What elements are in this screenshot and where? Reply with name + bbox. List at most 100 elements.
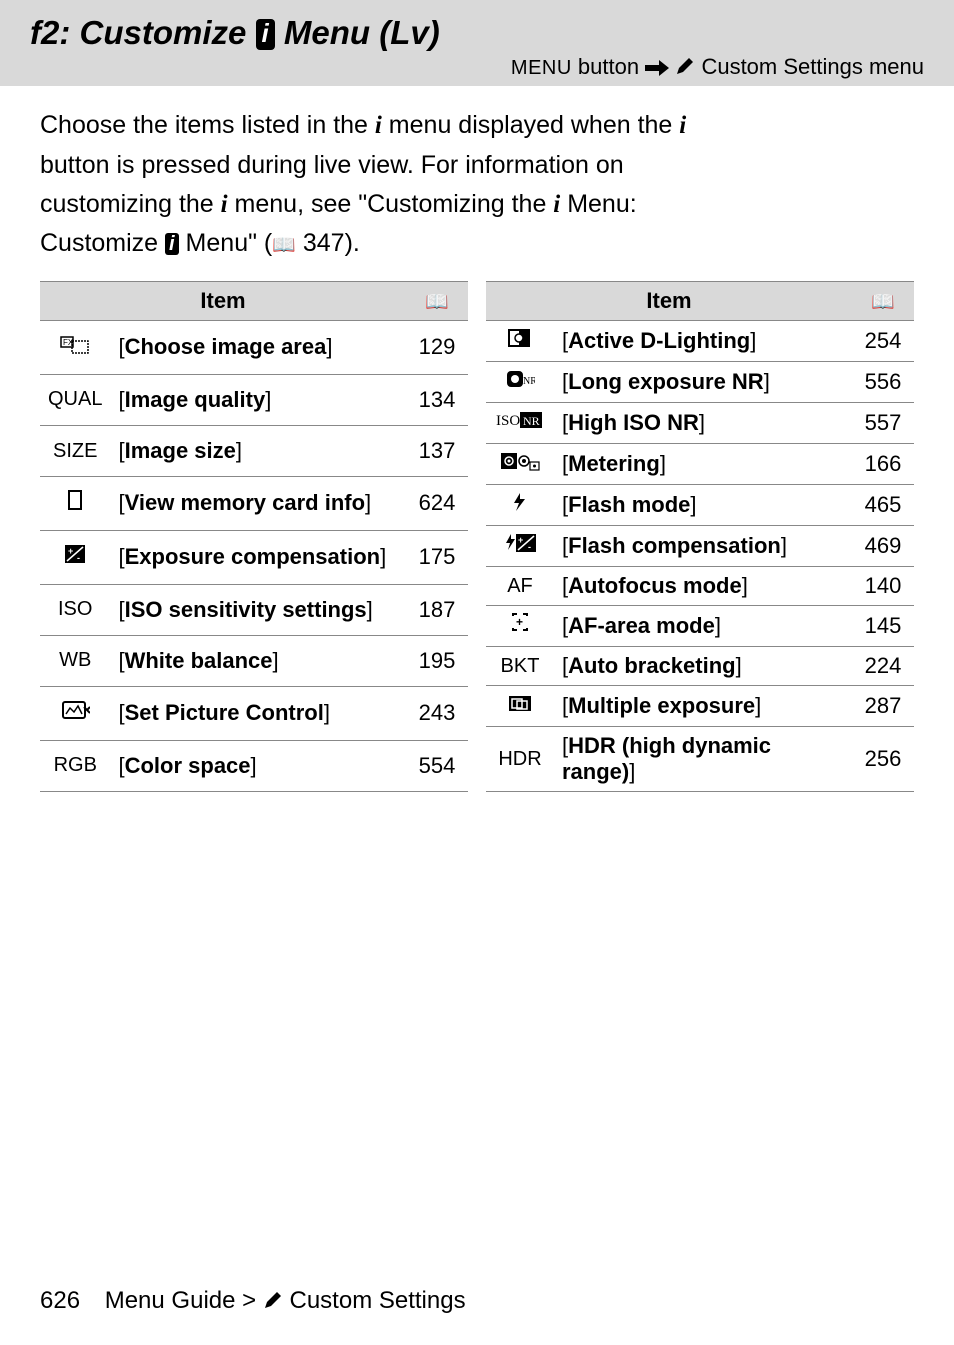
- col-page-header: 📖: [406, 282, 468, 321]
- item-label: [Multiple exposure]: [554, 686, 852, 727]
- svg-text:NR: NR: [523, 414, 540, 428]
- intro-text: 347).: [296, 229, 360, 257]
- RGB-icon: RGB: [40, 740, 110, 791]
- item-label: [HDR (high dynamic range)]: [554, 727, 852, 792]
- col-item-header: Item: [486, 282, 852, 321]
- item-label: [Set Picture Control]: [110, 686, 406, 740]
- BKT-icon: BKT: [486, 647, 554, 686]
- footer: 626 Menu Guide > Custom Settings: [40, 1287, 466, 1315]
- page-ref: 557: [852, 403, 914, 444]
- intro-text: menu displayed when the: [382, 111, 679, 139]
- header-subtitle: MENU button Custom Settings menu: [30, 52, 924, 80]
- i-icon: i: [221, 191, 228, 218]
- page-ref: 175: [406, 530, 468, 584]
- table-row: [Multiple exposure]287: [486, 686, 914, 727]
- page-ref: 465: [852, 485, 914, 526]
- item-label: [AF-area mode]: [554, 606, 852, 647]
- breadcrumb-b: Custom Settings: [290, 1287, 466, 1314]
- book-icon: 📖: [425, 292, 449, 313]
- item-label: [High ISO NR]: [554, 403, 852, 444]
- item-label: [Flash mode]: [554, 485, 852, 526]
- QUAL-icon: QUAL: [40, 374, 110, 425]
- item-label: [White balance]: [110, 635, 406, 686]
- flash-comp-icon: +-: [486, 526, 554, 567]
- pencil-icon: [675, 56, 695, 76]
- item-label: [ISO sensitivity settings]: [110, 584, 406, 635]
- intro-text: Menu:: [560, 190, 636, 218]
- table-row: QUAL[Image quality]134: [40, 374, 468, 425]
- SIZE-icon: SIZE: [40, 425, 110, 476]
- item-label: [Exposure compensation]: [110, 530, 406, 584]
- picture-ctrl-icon: [40, 686, 110, 740]
- item-label: [Autofocus mode]: [554, 567, 852, 606]
- left-table: Item 📖 FX[Choose image area]129QUAL[Imag…: [40, 281, 468, 792]
- col-item-header: Item: [40, 282, 406, 321]
- page-ref: 224: [852, 647, 914, 686]
- iso-nr-icon: ISONR: [486, 403, 554, 444]
- page-ref: 166: [852, 444, 914, 485]
- svg-text:+: +: [516, 615, 523, 629]
- table-row: BKT[Auto bracketing]224: [486, 647, 914, 686]
- page-ref: 624: [406, 477, 468, 531]
- table-row: [Set Picture Control]243: [40, 686, 468, 740]
- arrow-right-icon: [645, 60, 669, 76]
- af-area-icon: +: [486, 606, 554, 647]
- multi-exp-icon: [486, 686, 554, 727]
- title-suffix: Menu (Lv): [275, 14, 440, 51]
- page-ref: 129: [406, 321, 468, 375]
- intro-paragraph: Choose the items listed in the i menu di…: [0, 86, 954, 281]
- pencil-icon: [263, 1290, 283, 1310]
- d-lighting-icon: [486, 321, 554, 362]
- svg-text:+: +: [68, 546, 73, 556]
- item-label: [Metering]: [554, 444, 852, 485]
- table-row: +[AF-area mode]145: [486, 606, 914, 647]
- book-icon: 📖: [871, 292, 895, 313]
- page-title: f2: Customize i Menu (Lv): [30, 14, 924, 52]
- table-row: [View memory card info]624: [40, 477, 468, 531]
- table-row: HDR[HDR (high dynamic range)]256: [486, 727, 914, 792]
- item-label: [Active D-Lighting]: [554, 321, 852, 362]
- svg-text:ISO: ISO: [496, 413, 520, 429]
- i-icon: i: [375, 112, 382, 139]
- intro-text: Customize: [40, 229, 165, 257]
- i-icon: i: [679, 112, 686, 139]
- table-row: FX[Choose image area]129: [40, 321, 468, 375]
- table-row: [Metering]166: [486, 444, 914, 485]
- page-ref: 287: [852, 686, 914, 727]
- item-label: [Image size]: [110, 425, 406, 476]
- button-text: button: [572, 54, 645, 79]
- table-row: NR[Long exposure NR]556: [486, 362, 914, 403]
- intro-text: Choose the items listed in the: [40, 111, 375, 139]
- header-bar: f2: Customize i Menu (Lv) MENU button Cu…: [0, 0, 954, 86]
- intro-text: Menu" (: [179, 229, 273, 257]
- svg-text:+: +: [518, 535, 523, 545]
- card-icon: [40, 477, 110, 531]
- page-ref: 469: [852, 526, 914, 567]
- intro-text: customizing the: [40, 190, 221, 218]
- page-ref: 556: [852, 362, 914, 403]
- item-label: [Choose image area]: [110, 321, 406, 375]
- svg-text:-: -: [528, 542, 531, 552]
- HDR-icon: HDR: [486, 727, 554, 792]
- intro-text: button is pressed during live view. For …: [40, 151, 624, 179]
- item-label: [Image quality]: [110, 374, 406, 425]
- long-nr-icon: NR: [486, 362, 554, 403]
- table-row: SIZE[Image size]137: [40, 425, 468, 476]
- metering-icon: [486, 444, 554, 485]
- page-number: 626: [40, 1287, 80, 1314]
- i-menu-icon: i: [256, 19, 275, 50]
- item-label: [Color space]: [110, 740, 406, 791]
- page-ref: 140: [852, 567, 914, 606]
- page-ref: 134: [406, 374, 468, 425]
- table-row: WB[White balance]195: [40, 635, 468, 686]
- page-ref: 187: [406, 584, 468, 635]
- book-icon: 📖: [272, 235, 296, 256]
- WB-icon: WB: [40, 635, 110, 686]
- item-label: [Auto bracketing]: [554, 647, 852, 686]
- item-label: [View memory card info]: [110, 477, 406, 531]
- page-ref: 137: [406, 425, 468, 476]
- item-label: [Flash compensation]: [554, 526, 852, 567]
- table-row: [Active D-Lighting]254: [486, 321, 914, 362]
- table-row: +-[Exposure compensation]175: [40, 530, 468, 584]
- table-row: AF[Autofocus mode]140: [486, 567, 914, 606]
